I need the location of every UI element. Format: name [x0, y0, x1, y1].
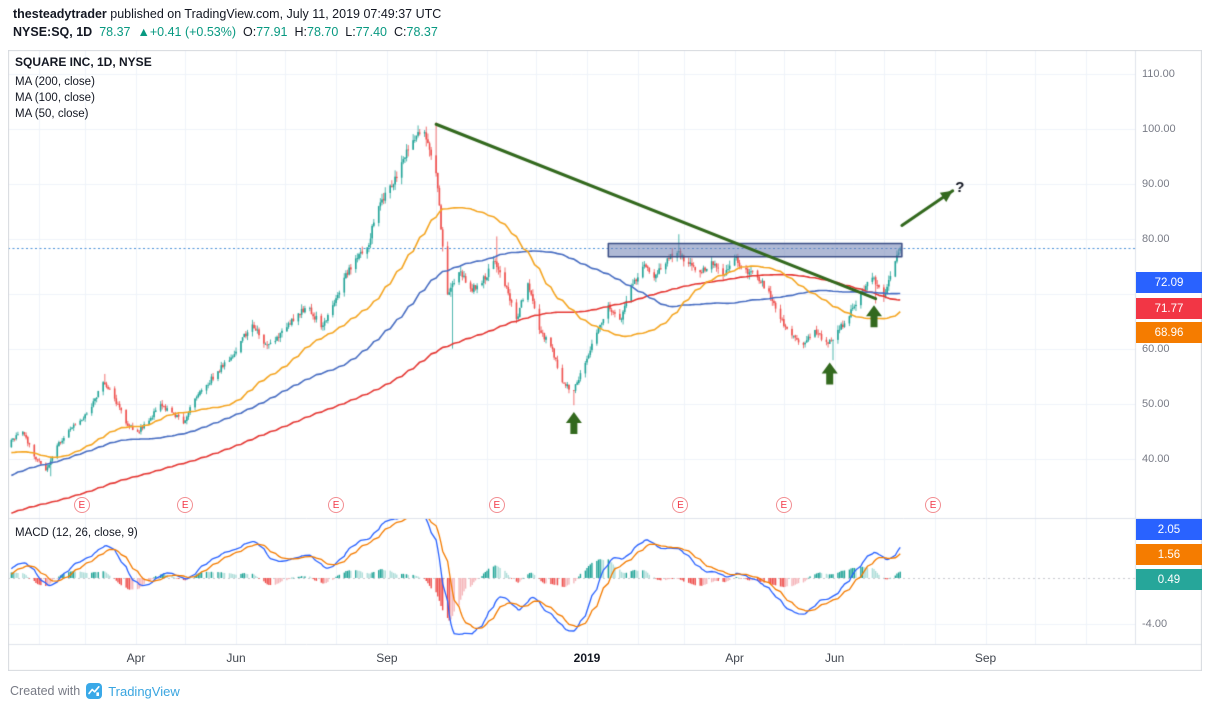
- byline-text: published on TradingView.com, July 11, 2…: [106, 7, 442, 21]
- price-change: +0.41 (+0.53%): [149, 25, 237, 39]
- close-value: 78.37: [406, 25, 438, 39]
- author-name: thesteadytrader: [13, 7, 107, 21]
- high-label: H:: [294, 25, 308, 39]
- open-value: 77.91: [256, 25, 288, 39]
- symbol-status-line: NYSE:SQ, 1D 78.37 ▲+0.41 (+0.53%) O:77.91 H:…: [13, 24, 438, 41]
- change-direction-icon: ▲: [137, 25, 150, 39]
- tradingview-brand[interactable]: TradingView: [108, 683, 180, 699]
- close-label: C:: [394, 25, 407, 39]
- high-value: 78.70: [307, 25, 339, 39]
- low-label: L:: [345, 25, 356, 39]
- byline: thesteadytrader published on TradingView…: [13, 6, 441, 23]
- low-value: 77.40: [355, 25, 387, 39]
- symbol-interval: NYSE:SQ, 1D: [13, 25, 93, 39]
- tradingview-logo-icon: [86, 683, 103, 699]
- created-with-text: Created with: [10, 684, 81, 698]
- chart-canvas[interactable]: [8, 50, 1202, 671]
- last-price: 78.37: [99, 25, 131, 39]
- attribution-footer: Created with TradingView: [10, 682, 180, 700]
- chart-frame: SQUARE INC, 1D, NYSE MA (200, close) MA …: [8, 50, 1202, 671]
- open-label: O:: [243, 25, 257, 39]
